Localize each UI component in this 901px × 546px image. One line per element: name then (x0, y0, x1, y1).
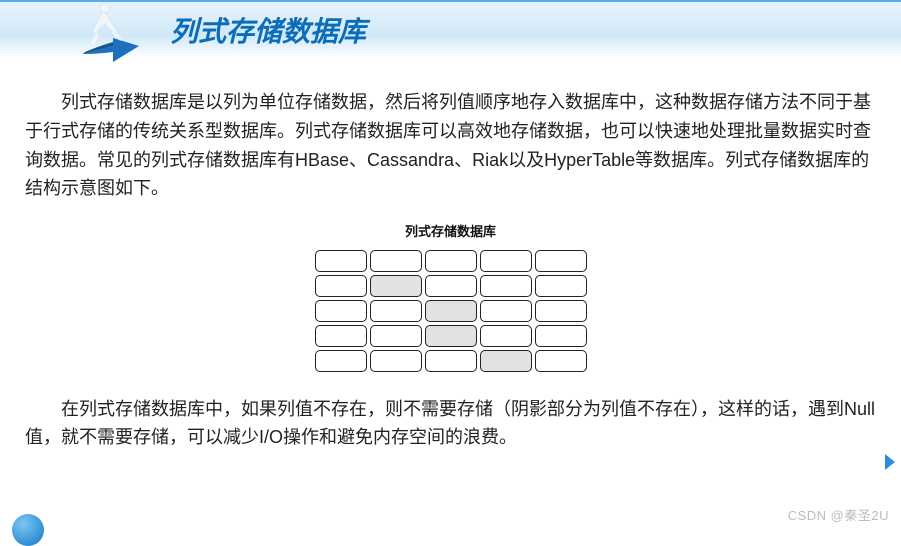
grid-cell (370, 325, 422, 347)
grid-row (313, 248, 588, 273)
grid-cell (425, 250, 477, 272)
grid-cell (315, 275, 367, 297)
grid-cell (370, 300, 422, 322)
paragraph-2-text: 在列式存储数据库中，如果列值不存在，则不需要存储（阴影部分为列值不存在），这样的… (25, 395, 876, 453)
grid-cell (315, 300, 367, 322)
grid-cell (315, 350, 367, 372)
grid-row (313, 348, 588, 373)
grid-row (313, 323, 588, 348)
grid-cell (535, 325, 587, 347)
grid-cell (480, 325, 532, 347)
grid-cell (480, 350, 532, 372)
page-title: 列式存储数据库 (170, 10, 366, 50)
grid-cell (315, 325, 367, 347)
running-arrow-icon (75, 2, 155, 64)
grid-cell (480, 275, 532, 297)
diagram-area: 列式存储数据库 (0, 221, 901, 377)
paragraph-1-text: 列式存储数据库是以列为单位存储数据，然后将列值顺序地存入数据库中，这种数据存储方… (25, 88, 876, 203)
grid-cell (425, 350, 477, 372)
next-arrow-icon[interactable] (885, 454, 895, 470)
grid-cell (425, 275, 477, 297)
grid-cell (370, 275, 422, 297)
grid-row (313, 273, 588, 298)
paragraph-intro: 列式存储数据库是以列为单位存储数据，然后将列值顺序地存入数据库中，这种数据存储方… (0, 58, 901, 203)
grid-cell (370, 250, 422, 272)
grid-cell (425, 325, 477, 347)
column-store-grid (313, 248, 588, 373)
grid-cell (535, 350, 587, 372)
grid-cell (480, 250, 532, 272)
grid-cell (425, 300, 477, 322)
header-bar: 列式存储数据库 (0, 0, 901, 58)
grid-cell (370, 350, 422, 372)
paragraph-footer: 在列式存储数据库中，如果列值不存在，则不需要存储（阴影部分为列值不存在），这样的… (0, 377, 901, 453)
diagram-title: 列式存储数据库 (0, 221, 901, 240)
grid-row (313, 298, 588, 323)
grid-cell (535, 275, 587, 297)
grid-cell (535, 250, 587, 272)
grid-cell (315, 250, 367, 272)
grid-cell (480, 300, 532, 322)
bottom-circle-icon (12, 514, 44, 546)
grid-cell (535, 300, 587, 322)
watermark-text: CSDN @秦圣2U (788, 505, 889, 524)
